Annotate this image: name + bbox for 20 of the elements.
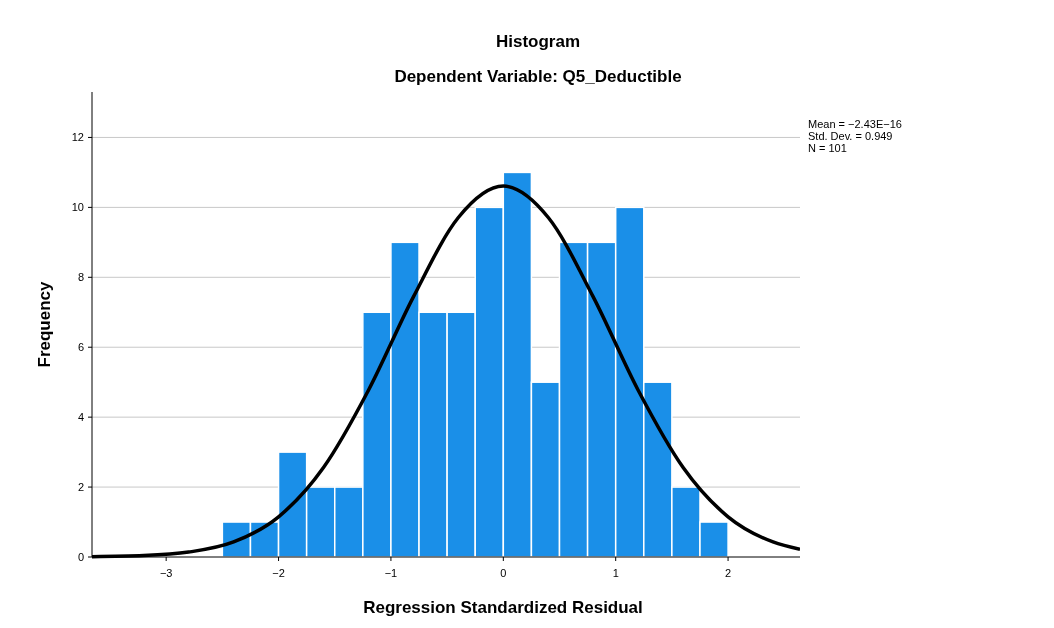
- chart-subtitle: Dependent Variable: Q5_Deductible: [394, 67, 682, 86]
- chart-title: Histogram: [495, 32, 581, 51]
- y-tick-label: 6: [77, 341, 84, 354]
- x-tick-label: −1: [384, 567, 398, 579]
- y-tick-label: 12: [71, 131, 84, 144]
- y-tick-label: 10: [71, 201, 84, 214]
- x-tick-label: 1: [612, 567, 619, 579]
- y-tick-label: 4: [77, 411, 84, 424]
- text: Mean = −2.43E−16: [808, 118, 902, 130]
- x-axis-title: Regression Standardized Residual: [363, 598, 643, 617]
- x-tick-label: 0: [500, 567, 507, 579]
- x-tick-label: 2: [725, 567, 732, 579]
- text: Std. Dev. = 0.949: [808, 130, 893, 142]
- y-tick-label: 2: [77, 481, 84, 494]
- x-tick-label: −3: [159, 567, 173, 579]
- y-tick-label: 8: [77, 271, 84, 284]
- y-tick-label: 0: [77, 551, 84, 563]
- y-axis-title: Frequency: [35, 280, 54, 368]
- x-tick-label: −2: [272, 567, 285, 579]
- text: N = 101: [808, 142, 847, 154]
